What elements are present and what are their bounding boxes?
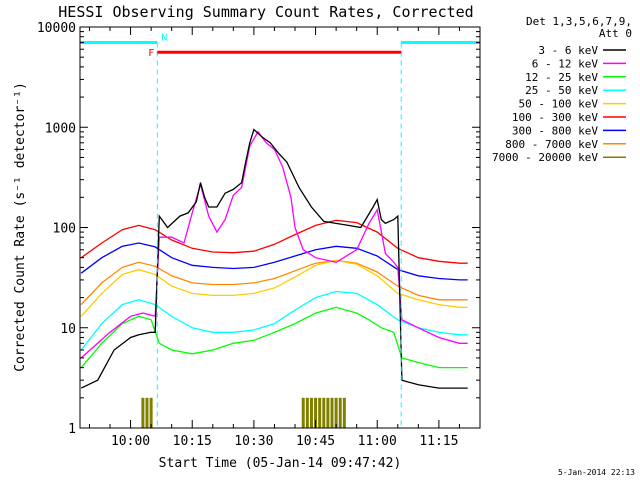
y-axis-label: Corrected Count Rate (s⁻¹ detector⁻¹) bbox=[13, 82, 28, 372]
legend-label-25-50-kev: 25 - 50 keV bbox=[525, 84, 598, 97]
chart-title: HESSI Observing Summary Count Rates, Cor… bbox=[58, 3, 473, 21]
x-tick-label: 10:15 bbox=[173, 434, 212, 449]
footer-date: 5-Jan-2014 22:13 bbox=[558, 468, 635, 477]
x-tick-label: 10:45 bbox=[296, 434, 335, 449]
plot-area: NF bbox=[80, 33, 480, 428]
y-tick-label: 1 bbox=[68, 422, 76, 437]
legend-label-800-7000-kev: 800 - 7000 keV bbox=[505, 138, 598, 151]
series-line-300-800-kev bbox=[80, 242, 468, 281]
series-line-6-12-kev bbox=[80, 130, 468, 359]
y-tick-label: 10 bbox=[60, 322, 76, 337]
x-tick-label: 11:00 bbox=[358, 434, 397, 449]
x-tick-label: 10:30 bbox=[234, 434, 273, 449]
legend-label-6-12-kev: 6 - 12 keV bbox=[532, 57, 599, 70]
x-axis-label: Start Time (05-Jan-14 09:47:42) bbox=[159, 456, 402, 471]
axes: 1 10 100 1000 10000 10:00 10:15 10:30 10:45 11:00… bbox=[37, 21, 481, 449]
legend-label-12-25-kev: 12 - 25 keV bbox=[525, 71, 598, 84]
series-line-3-6-kev bbox=[80, 128, 468, 389]
legend-label-300-800-kev: 300 - 800 keV bbox=[512, 124, 598, 137]
x-tick-label: 11:15 bbox=[419, 434, 458, 449]
y-tick-label: 10000 bbox=[37, 21, 76, 36]
series-line-50-100-kev bbox=[80, 259, 468, 317]
series-line-12-25-kev bbox=[80, 306, 468, 369]
legend-label-7000-20000-kev: 7000 - 20000 keV bbox=[492, 151, 598, 164]
y-tick-label: 1000 bbox=[45, 121, 76, 136]
x-tick-label: 10:00 bbox=[111, 434, 150, 449]
y-tick-label: 100 bbox=[53, 222, 76, 237]
legend-header-line-1: Det 1,3,5,6,7,9, bbox=[526, 15, 632, 28]
flag-label-n: N bbox=[161, 33, 167, 44]
legend-label-3-6-kev: 3 - 6 keV bbox=[538, 44, 598, 57]
legend-label-100-300-kev: 100 - 300 keV bbox=[512, 111, 598, 124]
legend-header-line-2: Att 0 bbox=[599, 27, 632, 40]
legend-label-50-100-kev: 50 - 100 keV bbox=[519, 98, 599, 111]
flag-label-f: F bbox=[148, 48, 154, 59]
series-line-100-300-kev bbox=[80, 219, 468, 264]
series-line-800-7000-kev bbox=[80, 259, 468, 306]
